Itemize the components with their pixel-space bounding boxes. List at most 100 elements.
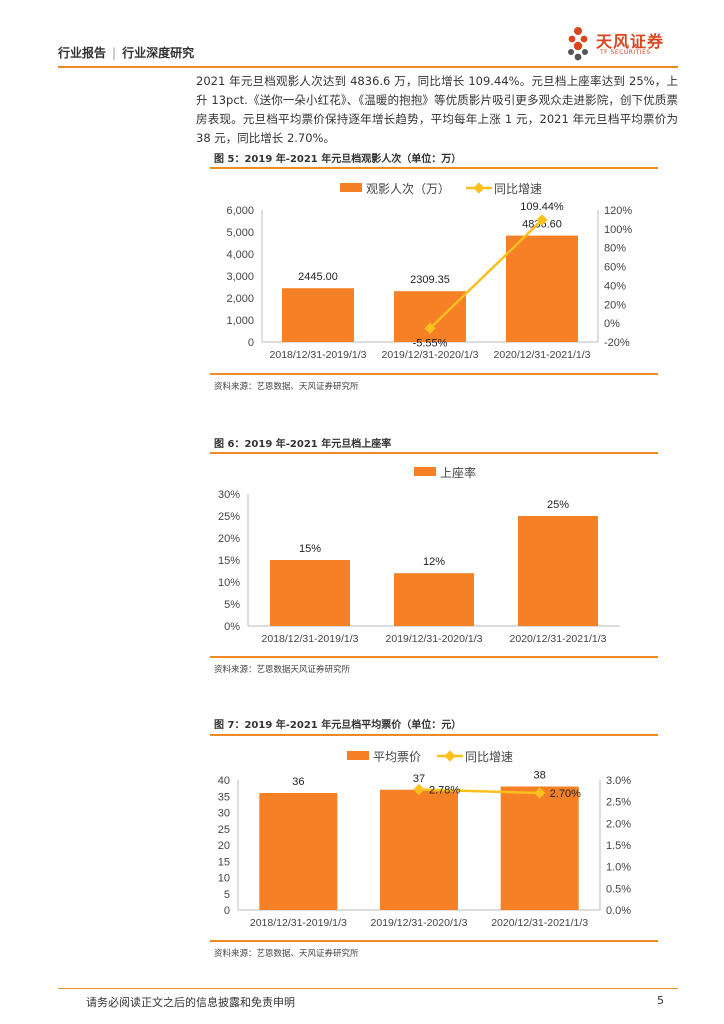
bar	[394, 291, 466, 342]
y-tick-label: 20	[218, 840, 230, 852]
y2-tick-label: 80%	[604, 243, 626, 255]
y-tick-label: 3,000	[226, 271, 254, 283]
y-tick-label: 2,000	[226, 293, 254, 305]
line-data-label: 2.70%	[550, 788, 581, 800]
figure-6-source: 资料来源：艺恩数据天风证券研究所	[214, 665, 351, 675]
footer-disclaimer: 请务必阅读正文之后的信息披露和免责申明	[86, 996, 295, 1009]
x-tick-label: 2019/12/31-2020/1/3	[371, 917, 468, 929]
bar-data-label: 12%	[423, 556, 445, 568]
y2-tick-label: 1.5%	[606, 840, 631, 852]
line-point	[424, 322, 436, 335]
y-tick-label: 0	[224, 905, 230, 917]
legend-line-marker	[444, 750, 456, 762]
figure-7-chart: 0 5 10 15 20 25 30 35 40 0.0% 0.5% 1.0% 1.5% 2.0% 2.5%…	[218, 750, 632, 929]
y-tick-label: 4,000	[226, 249, 254, 261]
logo-name: 天风证券	[596, 32, 665, 51]
y-tick-label: 10	[218, 873, 230, 885]
figure-5-title: 图 5：2019 年-2021 年元旦档观影人次（单位：万）	[214, 154, 462, 165]
y-tick-label: 25	[218, 824, 230, 836]
legend-label: 平均票价	[373, 750, 421, 764]
y2-tick-label: 0.5%	[606, 883, 631, 895]
y2-tick-label: 40%	[604, 280, 626, 292]
legend-bar-swatch	[414, 467, 436, 476]
bar	[270, 560, 350, 626]
x-tick-label: 2019/12/31-2020/1/3	[386, 633, 483, 645]
y2-tick-label: 2.5%	[606, 797, 631, 809]
bar	[500, 786, 579, 910]
y-tick-label: 1,000	[226, 315, 254, 327]
bar	[518, 516, 598, 626]
legend-label: 同比增速	[494, 182, 542, 196]
y2-tick-label: -20%	[604, 337, 630, 349]
legend-label: 上座率	[440, 465, 476, 480]
figure-7-title: 图 7：2019 年-2021 年元旦档平均票价（单位：元）	[214, 720, 462, 731]
bar-data-label: 36	[292, 776, 304, 788]
bar	[380, 789, 458, 910]
figure-6-top-rule	[210, 452, 658, 454]
legend-label: 观影人次（万）	[366, 182, 450, 196]
logo-subtitle: TF SECURITIES	[600, 49, 651, 56]
figure-5-chart: 0 1,000 2,000 3,000 4,000 5,000 6,000 -20% 0% 20%…	[226, 182, 632, 361]
bar-data-label: 37	[413, 773, 425, 785]
line-data-label: 2.78%	[429, 785, 460, 797]
bar	[259, 793, 338, 910]
series-line	[429, 219, 543, 330]
y-tick-label: 40	[218, 775, 230, 787]
bar	[506, 235, 578, 342]
y2-tick-label: 0.0%	[606, 905, 631, 917]
body-paragraph: 2021 年元旦档观影人次达到 4836.6 万，同比增长 109.44%。元旦…	[196, 74, 678, 145]
y-tick-label: 35	[218, 791, 230, 803]
y-tick-label: 0	[248, 337, 254, 349]
bar-data-label: 15%	[299, 543, 321, 555]
legend-label: 同比增速	[465, 750, 513, 764]
series-line	[418, 788, 540, 795]
y-tick-label: 25%	[218, 511, 240, 523]
figure-5-source: 资料来源：艺恩数据、天风证券研究所	[214, 382, 359, 392]
figure-7-top-rule	[210, 734, 658, 736]
y2-tick-label: 60%	[604, 262, 626, 274]
figure-6-title: 图 6：2019 年-2021 年元旦档上座率	[214, 439, 392, 450]
figure-7-bottom-rule	[210, 940, 658, 942]
figure-6-bottom-rule	[210, 656, 658, 658]
figure-5-bottom-rule	[210, 373, 658, 375]
figure-5-top-rule	[210, 167, 658, 169]
line-data-label: 109.44%	[520, 201, 564, 213]
bar-data-label: 38	[534, 770, 546, 782]
footer-rule	[58, 988, 678, 989]
legend-bar-swatch	[340, 183, 362, 192]
page-number: 5	[657, 994, 664, 1007]
y2-tick-label: 0%	[604, 318, 620, 330]
x-tick-label: 2018/12/31-2019/1/3	[270, 349, 367, 361]
y-tick-label: 15%	[218, 555, 240, 567]
y-tick-label: 0%	[224, 621, 240, 633]
figure-7-source: 资料来源：艺恩数据、天风证券研究所	[214, 949, 359, 959]
x-tick-label: 2020/12/31-2021/1/3	[491, 917, 588, 929]
x-tick-label: 2018/12/31-2019/1/3	[250, 917, 347, 929]
y2-tick-label: 100%	[604, 224, 632, 236]
y-tick-label: 5,000	[226, 227, 254, 239]
bar	[394, 573, 474, 626]
y-tick-label: 15	[218, 856, 230, 868]
y-tick-label: 20%	[218, 533, 240, 545]
y-tick-label: 10%	[218, 577, 240, 589]
bar	[282, 288, 354, 342]
y-tick-label: 5%	[224, 599, 240, 611]
figure-6-chart: 0% 5% 10% 15% 20% 25% 30% 15% 12% 25% 2018/12/31-2…	[218, 465, 620, 645]
x-tick-label: 2020/12/31-2021/1/3	[494, 349, 591, 361]
header-section: 行业报告	[58, 46, 107, 60]
header-breadcrumb: 行业报告 | 行业深度研究	[58, 44, 194, 61]
x-tick-label: 2018/12/31-2019/1/3	[262, 633, 359, 645]
line-point	[534, 787, 546, 799]
bar-data-label: 25%	[547, 499, 569, 511]
x-tick-label: 2019/12/31-2020/1/3	[382, 349, 479, 361]
legend-line-marker	[473, 182, 485, 194]
y2-tick-label: 2.0%	[606, 818, 631, 830]
y-tick-label: 6,000	[226, 205, 254, 217]
line-data-label: -5.55%	[413, 337, 448, 349]
tf-securities-logo-icon	[568, 27, 588, 61]
bar-data-label: 2309.35	[410, 274, 450, 286]
bar-data-label: 2445.00	[298, 271, 338, 283]
x-tick-label: 2020/12/31-2021/1/3	[510, 633, 607, 645]
y-tick-label: 30	[218, 808, 230, 820]
header-subsection: 行业深度研究	[122, 46, 195, 60]
